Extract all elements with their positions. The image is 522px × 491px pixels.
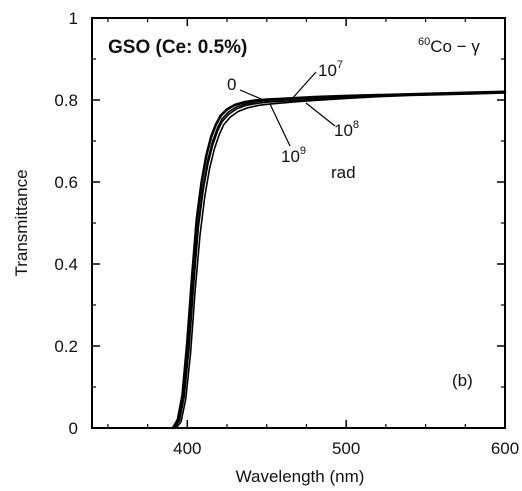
y-tick-label: 0.4 (54, 255, 78, 274)
panel-label: (b) (452, 371, 473, 390)
dose-label-1e8: 108 (334, 119, 359, 140)
y-tick-label: 0.6 (54, 173, 78, 192)
leader-line-1e9 (269, 103, 291, 147)
y-tick-label: 0 (69, 419, 78, 438)
source-label: 60Co − γ (418, 36, 480, 56)
plot-frame (91, 17, 506, 429)
dose-1e8-exp: 8 (353, 119, 359, 131)
leader-line-1e7 (289, 71, 317, 102)
y-axis-title: Transmittance (12, 169, 31, 276)
series-line-3 (175, 92, 506, 429)
x-tick-label: 600 (491, 439, 519, 458)
x-tick-label: 500 (332, 439, 360, 458)
dose-1e9-exp: 9 (300, 145, 306, 157)
y-tick-label: 0.2 (54, 337, 78, 356)
dose-1e9-base: 10 (281, 147, 300, 166)
source-mass-number: 60 (418, 36, 430, 48)
x-tick-label: 400 (173, 439, 201, 458)
data-series (171, 90, 507, 430)
chart-title: GSO (Ce: 0.5%) (108, 37, 247, 58)
x-axis-title: Wavelength (nm) (236, 467, 365, 486)
dose-unit-label: rad (331, 163, 356, 182)
leader-line-1e8 (305, 102, 336, 127)
source-text: Co − γ (430, 37, 480, 56)
dose-label-1e9: 109 (281, 145, 306, 166)
y-tick-label: 1 (69, 9, 78, 28)
axis-ticks (92, 17, 506, 429)
dose-label-1e7: 107 (318, 59, 343, 80)
leader-line-0 (239, 89, 267, 102)
dose-1e7-exp: 7 (337, 59, 343, 71)
dose-1e8-base: 10 (334, 121, 353, 140)
dose-1e7-base: 10 (318, 61, 337, 80)
y-tick-label: 0.8 (54, 91, 78, 110)
dose-label-0: 0 (227, 75, 236, 94)
